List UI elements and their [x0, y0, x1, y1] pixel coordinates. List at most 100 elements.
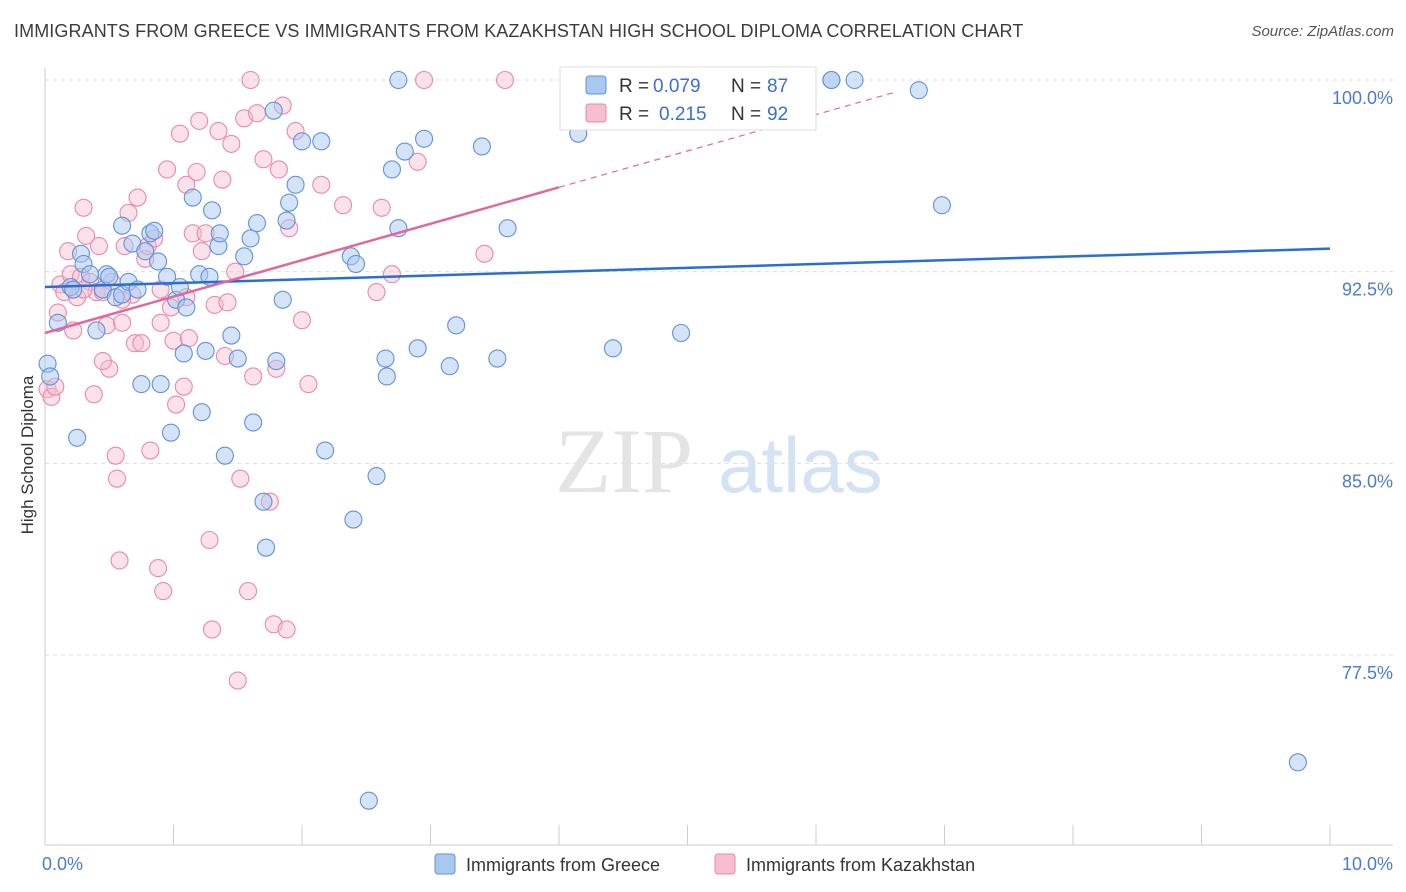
data-point-kazakhstan — [42, 387, 61, 406]
data-point-greece — [132, 375, 151, 394]
data-point-greece — [100, 267, 119, 286]
data-point-kazakhstan — [110, 551, 129, 570]
data-point-greece — [87, 321, 106, 340]
data-point-greece — [376, 349, 395, 368]
data-point-greece — [292, 132, 312, 151]
data-point-kazakhstan — [372, 198, 391, 217]
legend-swatch-greece — [585, 75, 607, 95]
data-point-greece — [498, 219, 517, 238]
data-point-greece — [359, 791, 378, 810]
data-point-kazakhstan — [190, 111, 209, 130]
data-point-kazakhstan — [125, 334, 144, 353]
data-point-kazakhstan — [164, 331, 183, 350]
bottom-legend-label-greece: Immigrants from Greece — [466, 855, 660, 875]
data-point-greece — [488, 349, 507, 368]
legend-swatch-kazakhstan — [585, 103, 607, 123]
data-point-greece — [145, 221, 164, 240]
data-point-kazakhstan — [203, 620, 222, 639]
data-point-greece — [247, 214, 267, 233]
y-tick-label: 100.0% — [1332, 88, 1393, 108]
data-point-kazakhstan — [367, 283, 386, 302]
data-point-greece — [80, 265, 100, 284]
watermark-zip: ZIP — [555, 410, 693, 512]
data-point-greece — [277, 211, 296, 230]
data-point-kazakhstan — [241, 70, 260, 90]
data-point-greece — [280, 193, 299, 212]
data-point-kazakhstan — [183, 224, 202, 243]
trend-lines — [44, 92, 1331, 335]
data-point-greece — [203, 201, 222, 220]
data-point-greece — [215, 446, 234, 465]
data-point-kazakhstan — [218, 293, 237, 312]
data-point-greece — [41, 367, 60, 386]
trend-line-greece — [44, 247, 1331, 289]
data-point-kazakhstan — [277, 620, 296, 639]
data-point-kazakhstan — [222, 134, 241, 153]
data-point-greece — [440, 357, 459, 376]
data-point-greece — [228, 349, 247, 368]
data-point-kazakhstan — [100, 359, 119, 378]
trend-line-kazakhstan-extension — [558, 92, 894, 188]
data-point-kazakhstan — [151, 313, 170, 332]
data-point-kazakhstan — [334, 196, 353, 215]
data-point-greece — [222, 326, 241, 345]
chart-source: Source: ZipAtlas.com — [1251, 23, 1394, 40]
data-point-kazakhstan — [89, 237, 109, 256]
data-point-greece — [241, 229, 260, 248]
data-point-greece — [377, 367, 396, 386]
data-point-kazakhstan — [141, 441, 160, 460]
data-point-greece — [158, 267, 177, 286]
data-point-greece — [286, 175, 305, 194]
data-point-kazakhstan — [292, 311, 312, 330]
legend-n-value: 87 — [767, 76, 788, 97]
legend-r-value: 0.215 — [659, 104, 707, 125]
data-point-kazakhstan — [495, 70, 515, 90]
data-point-kazakhstan — [170, 124, 189, 143]
data-point-kazakhstan — [154, 582, 173, 601]
data-point-greece — [151, 375, 170, 394]
data-point-kazakhstan — [107, 469, 127, 488]
data-point-kazakhstan — [192, 242, 211, 261]
data-point-greece — [192, 403, 211, 422]
data-point-kazakhstan — [158, 160, 177, 179]
series-kazakhstan-points — [38, 70, 515, 690]
data-point-kazakhstan — [77, 226, 96, 245]
data-point-greece — [603, 339, 623, 358]
data-point-greece — [254, 492, 273, 511]
y-tick-label: 77.5% — [1342, 663, 1393, 683]
data-point-kazakhstan — [167, 395, 186, 414]
data-point-greece — [136, 242, 155, 261]
data-point-kazakhstan — [84, 385, 103, 404]
data-point-greece — [174, 344, 193, 363]
legend-r-label: R = — [619, 76, 649, 97]
data-point-kazakhstan — [269, 160, 288, 179]
bottom-legend-swatch-kazakhstan — [714, 853, 736, 875]
data-point-kazakhstan — [312, 175, 331, 194]
data-point-greece — [312, 132, 331, 151]
data-point-greece — [1288, 753, 1307, 772]
chart-title: IMMIGRANTS FROM GREECE VS IMMIGRANTS FRO… — [14, 21, 1024, 41]
data-point-kazakhstan — [93, 352, 112, 371]
trend-line-kazakhstan — [44, 186, 560, 335]
watermark-atlas: atlas — [718, 421, 883, 509]
data-point-greece — [367, 467, 386, 486]
y-tick-label: 85.0% — [1342, 471, 1393, 491]
data-point-greece — [316, 441, 335, 460]
data-point-greece — [267, 352, 286, 371]
data-point-greece — [408, 339, 427, 358]
legend: R = 0.079 N = 87 R = 0.215 N = 92 — [559, 66, 817, 131]
x-tick-label: 10.0% — [1342, 854, 1393, 874]
data-point-greece — [64, 280, 83, 299]
gridlines — [45, 79, 1393, 656]
data-point-kazakhstan — [254, 150, 273, 169]
data-point-kazakhstan — [299, 375, 318, 394]
data-point-kazakhstan — [231, 469, 250, 488]
data-point-greece — [344, 510, 363, 529]
y-axis-label: High School Diploma — [18, 375, 37, 534]
data-point-greece — [346, 254, 366, 274]
data-point-kazakhstan — [228, 671, 247, 690]
legend-n-label: N = — [731, 76, 761, 97]
legend-r-value: 0.079 — [653, 76, 701, 97]
data-point-kazakhstan — [200, 530, 219, 550]
